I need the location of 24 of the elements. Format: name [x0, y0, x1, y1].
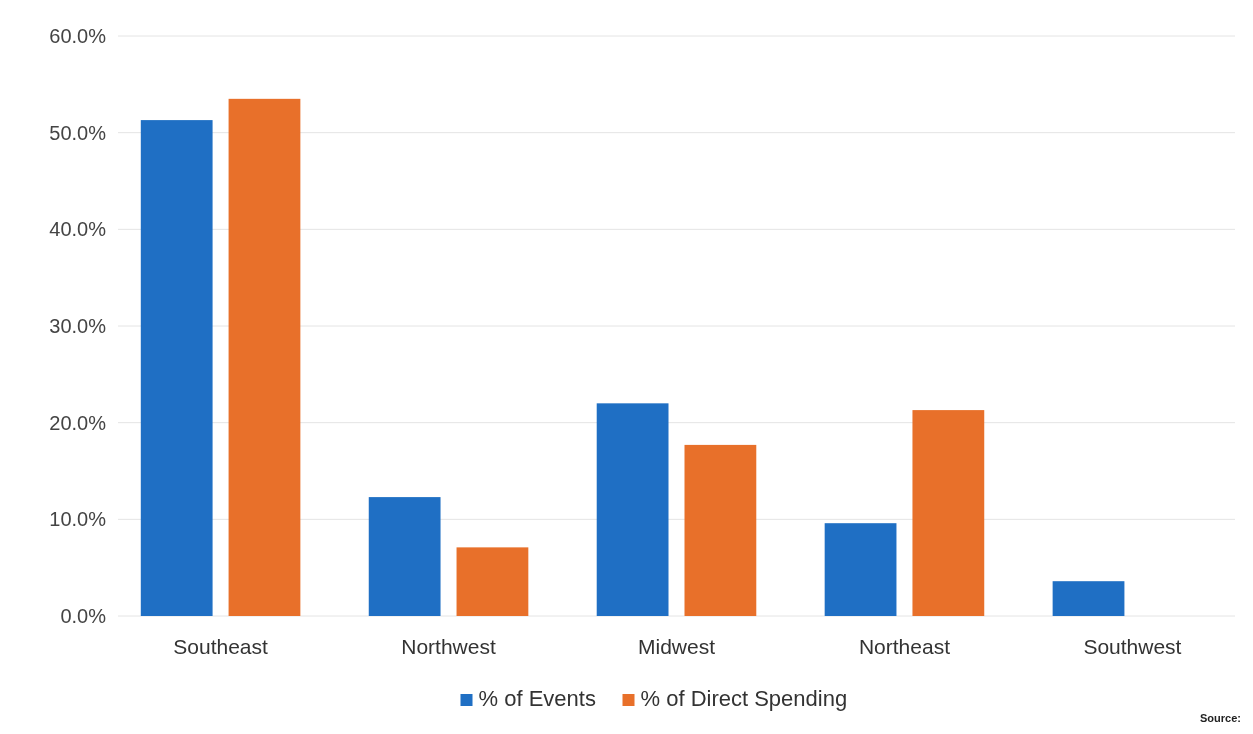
y-tick-label: 10.0% [49, 508, 107, 531]
x-tick-label: Midwest [637, 635, 716, 658]
bar [684, 444, 757, 616]
bar [912, 410, 985, 616]
x-tick-label: Northwest [401, 635, 496, 658]
legend-label: % of Events [478, 686, 596, 711]
bar [824, 523, 897, 616]
legend-label: % of Direct Spending [640, 686, 848, 711]
bar [368, 497, 441, 616]
source-note: Source: [1200, 712, 1241, 724]
bar [140, 120, 213, 616]
bar [228, 98, 301, 616]
y-tick-label: 50.0% [49, 121, 107, 144]
bar [596, 403, 669, 616]
y-tick-label: 20.0% [49, 411, 107, 434]
bar [1052, 581, 1125, 616]
x-tick-label: Southeast [173, 635, 269, 658]
bar [456, 547, 529, 616]
y-tick-label: 60.0% [49, 25, 107, 47]
y-tick-label: 30.0% [49, 315, 107, 337]
x-tick-label: Northeast [858, 635, 951, 658]
y-tick-label: 0.0% [60, 605, 107, 627]
y-tick-label: 40.0% [49, 218, 107, 241]
x-tick-label: Southwest [1083, 635, 1182, 658]
